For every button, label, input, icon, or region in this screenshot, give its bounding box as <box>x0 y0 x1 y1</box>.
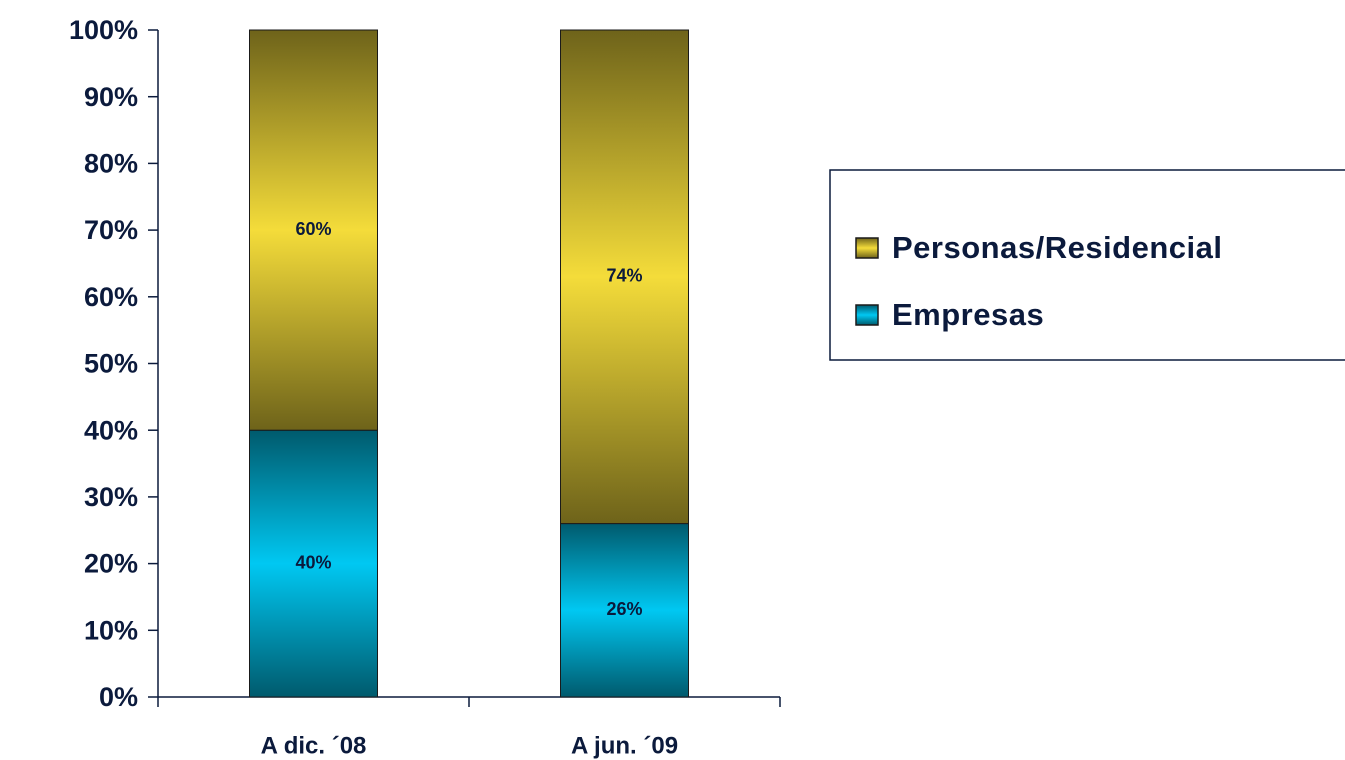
bar-segment <box>249 29 378 431</box>
data-label: 40% <box>295 552 331 572</box>
y-tick-label: 80% <box>84 149 138 179</box>
bar-segment <box>560 29 689 525</box>
bar-segment <box>560 523 689 698</box>
legend-swatch <box>855 304 879 326</box>
data-label: 26% <box>606 599 642 619</box>
legend-box <box>829 169 1345 361</box>
legend-swatch <box>855 237 879 259</box>
legend-label: Personas/Residencial <box>892 230 1223 265</box>
y-tick-label: 70% <box>84 215 138 245</box>
y-tick-label: 50% <box>84 349 138 379</box>
y-tick-label: 90% <box>84 82 138 112</box>
bar-segment <box>249 429 378 698</box>
y-tick-label: 10% <box>84 615 138 645</box>
y-tick-label: 30% <box>84 482 138 512</box>
data-label: 60% <box>295 219 331 239</box>
x-tick-label: A jun. ´09 <box>571 732 678 759</box>
y-tick-label: 20% <box>84 549 138 579</box>
y-tick-label: 0% <box>99 682 138 712</box>
y-tick-label: 40% <box>84 415 138 445</box>
legend-label: Empresas <box>892 297 1044 332</box>
y-tick-label: 60% <box>84 282 138 312</box>
data-label: 74% <box>606 266 642 286</box>
x-tick-label: A dic. ´08 <box>261 732 367 759</box>
y-tick-label: 100% <box>69 15 138 45</box>
